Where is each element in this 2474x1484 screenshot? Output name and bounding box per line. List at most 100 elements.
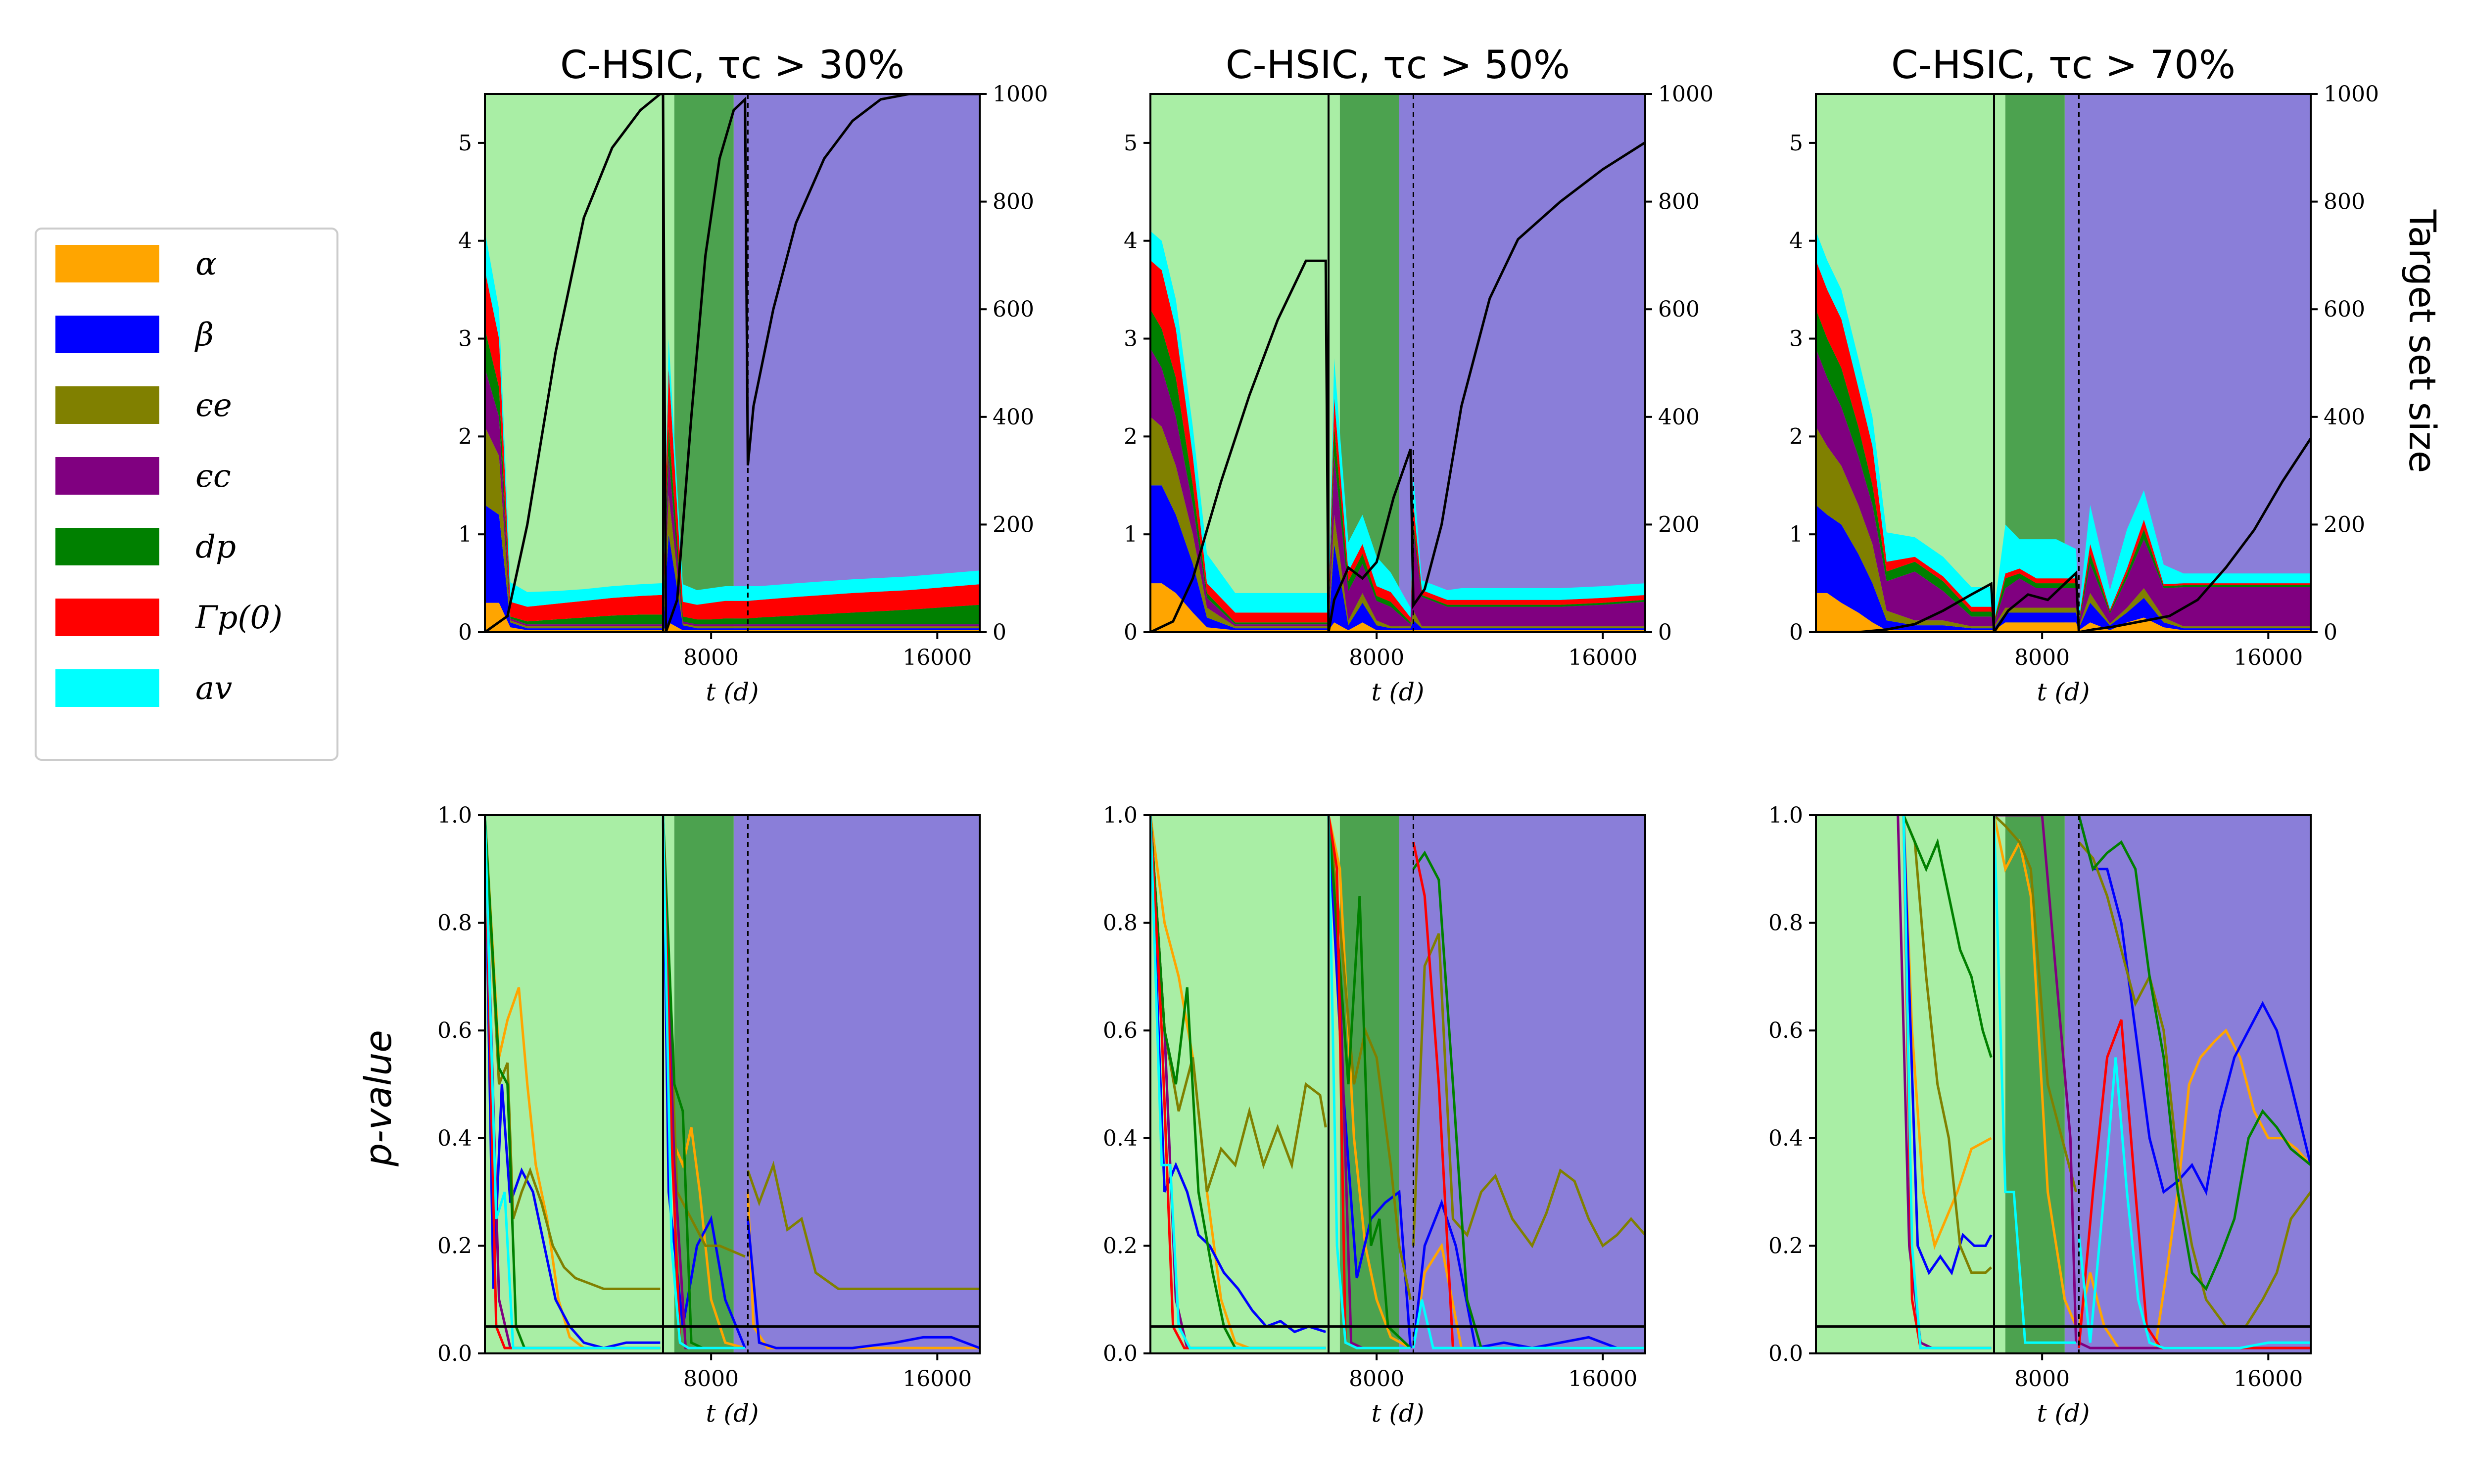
y-tick-label: 1.0 [1768, 803, 1803, 828]
y-tick-label: 0 [1124, 620, 1138, 645]
plot-area [1816, 815, 2311, 1353]
phase-3-region [1399, 94, 1645, 632]
phase-2-region [674, 815, 734, 1353]
pvalue-line-dp [1902, 815, 2311, 1292]
y2-tick-label: 200 [2324, 512, 2365, 537]
stack-area-av [1816, 231, 2311, 621]
x-tick-label: 16000 [2234, 645, 2303, 670]
axes-frame [484, 93, 981, 633]
y2-tick-label: 1000 [993, 82, 1048, 107]
axes-frame [484, 814, 981, 1354]
pvalue-axis-label: p-value [357, 1030, 400, 1167]
x-axis-label: t (d) [2037, 678, 2090, 706]
legend-label-3: ϵe [195, 387, 232, 424]
axes-frame [1149, 93, 1646, 633]
y2-tick-label: 800 [1658, 189, 1700, 215]
phase-1-region [1150, 815, 1340, 1353]
panel-bottom-3: 8000 16000 0.0 0.2 0.4 0.6 0.8 1.0 t (d) [1768, 803, 2312, 1428]
y2-tick-label: 400 [1658, 405, 1700, 430]
y-tick-label: 0.6 [1103, 1018, 1138, 1043]
phase-3-region [733, 94, 980, 632]
panel-top-2: 8000 16000 0 1 2 3 4 5 0 200 400 600 800 1000 t (d) C-H… [1124, 43, 1713, 706]
x-tick-label: 16000 [903, 1366, 972, 1391]
y-tick-label: 0.8 [1103, 911, 1138, 936]
pvalue-line-series [1902, 815, 2311, 1276]
legend-label-4: ϵc [195, 458, 231, 495]
y-tick-label: 2 [458, 424, 472, 449]
axes-frame [1149, 814, 1646, 1354]
y-tick-label: 5 [1789, 131, 1803, 156]
target-set-size-line [1816, 437, 2311, 632]
y-tick-label: 3 [1124, 326, 1138, 352]
y2-tick-label: 0 [2324, 620, 2337, 645]
y-tick-label: 3 [1789, 326, 1803, 352]
x-axis-label: t (d) [706, 1399, 759, 1428]
phase-1-region [485, 815, 674, 1353]
pvalue-line-av [1902, 815, 2311, 1349]
legend-label-7: av [195, 670, 232, 707]
y2-tick-label: 1000 [1658, 82, 1713, 107]
phase-3-region [2064, 94, 2311, 632]
panel-title: C-HSIC, τc > 30% [560, 43, 904, 88]
y-tick-label: 1.0 [1103, 803, 1138, 828]
y-tick-label: 2 [1789, 424, 1803, 449]
target-set-size-line [485, 94, 980, 632]
y-tick-label: 0.8 [1768, 911, 1803, 936]
legend: αβ ϵe ϵc dp Γp(0) av [35, 228, 338, 761]
legend-swatch-7 [55, 669, 159, 707]
plot-area [485, 94, 980, 632]
panel-title: C-HSIC, τc > 70% [1891, 43, 2236, 88]
y-tick-label: 0.4 [1768, 1126, 1803, 1151]
plot-area [1150, 94, 1645, 632]
panel-title: C-HSIC, τc > 50% [1226, 43, 1570, 88]
legend-label-2: β [194, 317, 214, 353]
plot-area [1816, 94, 2311, 632]
x-tick-label: 8000 [1349, 1366, 1404, 1391]
y-tick-label: 1 [1124, 522, 1138, 547]
pvalue-line-e [1902, 815, 2311, 1328]
x-tick-label: 8000 [2014, 1366, 2070, 1391]
y2-tick-label: 800 [2324, 189, 2365, 215]
x-tick-label: 16000 [903, 645, 972, 670]
x-tick-label: 8000 [683, 1366, 739, 1391]
y2-tick-label: 400 [993, 405, 1034, 430]
stack-area-series [1816, 593, 2311, 632]
legend-label-1: α [195, 246, 217, 282]
y2-tick-label: 0 [993, 620, 1006, 645]
legend-swatch-2 [55, 316, 159, 353]
x-tick-label: 8000 [1349, 645, 1404, 670]
x-axis-label: t (d) [706, 678, 759, 706]
x-tick-label: 8000 [683, 645, 739, 670]
stack-area-c [1816, 348, 2311, 627]
pvalue-line-av [485, 815, 745, 1349]
phase-3-region [2064, 815, 2311, 1353]
axes-frame [1815, 93, 2312, 633]
y2-tick-label: 200 [993, 512, 1034, 537]
plot-area [1150, 815, 1645, 1353]
y-tick-label: 3 [458, 326, 472, 352]
pvalue-line-e [1150, 815, 1645, 1300]
legend-label-5: dp [195, 529, 236, 565]
legend-swatch-6 [55, 599, 159, 636]
y-tick-label: 0.4 [1103, 1126, 1138, 1151]
y2-tick-label: 600 [993, 297, 1034, 322]
x-tick-label: 16000 [2234, 1366, 2303, 1391]
y2-tick-label: 1000 [2324, 82, 2379, 107]
y-tick-label: 0.2 [1103, 1233, 1138, 1258]
y-tick-label: 0 [1789, 620, 1803, 645]
y-tick-label: 0.0 [1768, 1341, 1803, 1366]
y-tick-label: 1 [458, 522, 472, 547]
y-tick-label: 0 [458, 620, 472, 645]
x-tick-label: 8000 [2014, 645, 2070, 670]
y2-tick-label: 600 [2324, 297, 2365, 322]
y2-axis-label: Target set size [2401, 209, 2443, 473]
y2-tick-label: 400 [2324, 405, 2365, 430]
phase-3-region [1399, 815, 1645, 1353]
phase-2-region [2005, 815, 2065, 1353]
y2-tick-label: 800 [993, 189, 1034, 215]
y-tick-label: 0.6 [437, 1018, 472, 1043]
y-tick-label: 5 [1124, 131, 1138, 156]
y-tick-label: 0.0 [437, 1341, 472, 1366]
stack-area-series [1150, 485, 1645, 631]
panel-top-3: 8000 16000 0 1 2 3 4 5 0 200 400 600 800 1000 t (d) C-H… [1789, 43, 2379, 706]
